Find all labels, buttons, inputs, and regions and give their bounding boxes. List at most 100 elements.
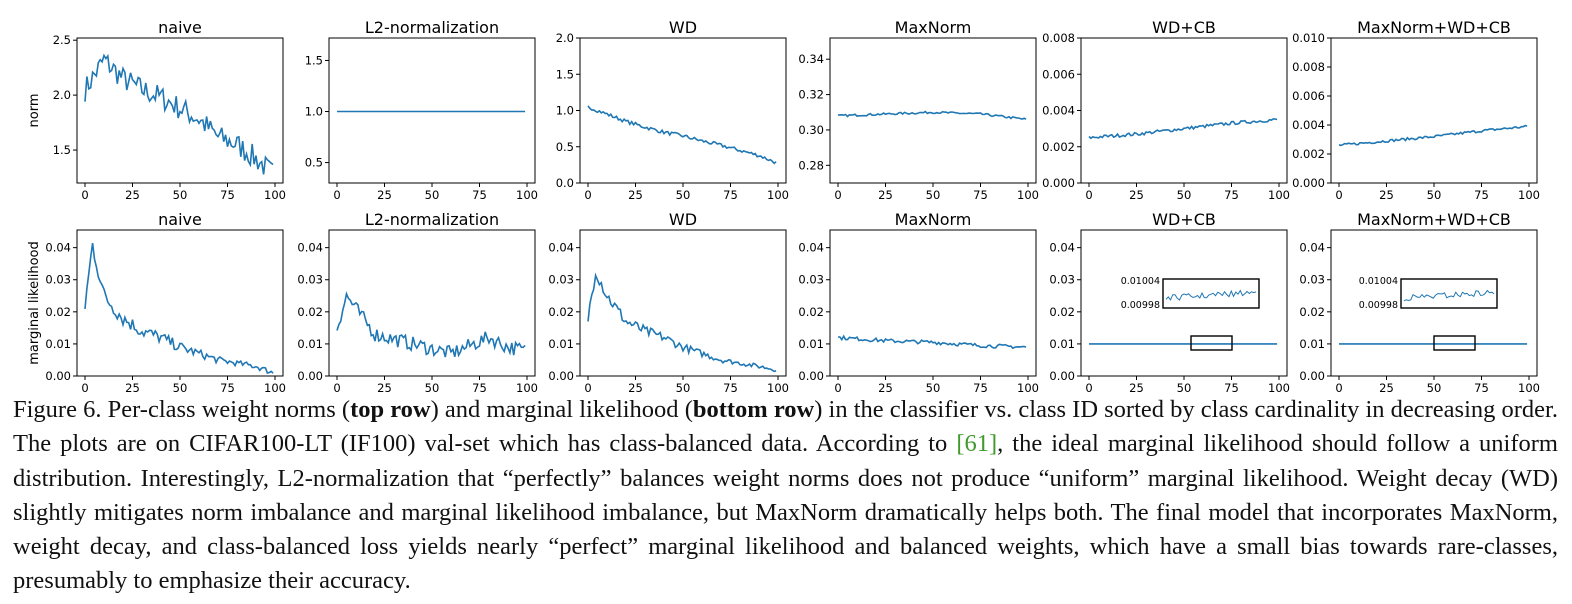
plot-title: WD+CB <box>1152 18 1216 37</box>
y-tick-label: 0.30 <box>798 123 824 137</box>
series-line <box>336 291 526 358</box>
y-tick-label: 0.00 <box>798 369 824 383</box>
y-tick-label: 0.000 <box>1042 176 1075 190</box>
x-tick-label: 0 <box>834 188 841 202</box>
plot-title: MaxNorm <box>895 210 972 229</box>
x-tick-label: 100 <box>1268 381 1290 392</box>
y-tick-label: 0.04 <box>297 241 323 255</box>
y-tick-label: 0.5 <box>305 156 323 170</box>
x-tick-label: 25 <box>628 381 643 392</box>
zoom-region-box <box>1190 335 1233 351</box>
x-tick-label: 100 <box>1518 381 1540 392</box>
x-tick-label: 50 <box>425 188 440 202</box>
zoom-region-box <box>1433 335 1476 351</box>
series-line <box>1338 124 1528 147</box>
inset-tick-label: 0.01004 <box>1121 276 1160 287</box>
x-tick-label: 0 <box>333 381 340 392</box>
x-tick-label: 75 <box>723 188 738 202</box>
x-tick-label: 25 <box>878 381 893 392</box>
x-tick-label: 50 <box>1177 381 1192 392</box>
y-tick-label: 1.5 <box>53 143 71 157</box>
y-tick-label: 1.0 <box>305 105 323 119</box>
x-tick-label: 75 <box>973 381 988 392</box>
x-tick-label: 75 <box>220 188 235 202</box>
plot-title: WD <box>669 18 697 37</box>
x-tick-label: 50 <box>173 188 188 202</box>
x-tick-label: 100 <box>516 381 538 392</box>
x-tick-label: 0 <box>584 381 591 392</box>
inset-series-line <box>1403 289 1495 302</box>
x-tick-label: 25 <box>377 188 392 202</box>
y-tick-label: 0.000 <box>1292 176 1325 190</box>
y-tick-label: 0.04 <box>1299 241 1325 255</box>
plot-frame <box>1080 37 1288 184</box>
plot-frame <box>328 229 536 377</box>
inset-tick-label: 0.00998 <box>1359 300 1398 311</box>
y-tick-label: 0.04 <box>798 241 824 255</box>
x-tick-label: 25 <box>125 381 140 392</box>
y-tick-label: 0.01 <box>45 337 71 351</box>
x-tick-label: 100 <box>1017 188 1039 202</box>
plot-title: MaxNorm+WD+CB <box>1357 18 1511 37</box>
y-axis-label: norm <box>27 94 42 128</box>
y-tick-label: 2.0 <box>53 88 71 102</box>
plot-frame <box>829 229 1037 377</box>
plot-title: WD+CB <box>1152 210 1216 229</box>
x-tick-label: 75 <box>472 381 487 392</box>
y-tick-label: 0.008 <box>1042 31 1075 45</box>
x-tick-label: 75 <box>1224 381 1239 392</box>
x-tick-label: 50 <box>425 381 440 392</box>
x-tick-label: 25 <box>125 188 140 202</box>
plot-title: naive <box>158 18 202 37</box>
y-tick-label: 0.00 <box>548 369 574 383</box>
figure-6: naive 1.5 2.0 2.5 0 25 50 75 100 norm L2-normaliza… <box>27 18 1540 392</box>
x-tick-label: 25 <box>1129 381 1144 392</box>
plot-title: MaxNorm <box>895 18 972 37</box>
y-tick-label: 2.5 <box>53 33 71 47</box>
x-tick-label: 50 <box>1177 188 1192 202</box>
y-tick-label: 0.03 <box>297 273 323 287</box>
citation-link[interactable]: [61] <box>956 430 998 458</box>
x-tick-label: 100 <box>1518 188 1540 202</box>
caption-bold-bottom-row: bottom row <box>692 396 815 423</box>
y-tick-label: 0.00 <box>297 369 323 383</box>
x-tick-label: 75 <box>220 381 235 392</box>
x-tick-label: 0 <box>333 188 340 202</box>
y-tick-label: 0.04 <box>548 241 574 255</box>
series-line <box>838 334 1027 350</box>
y-tick-label: 0.01 <box>798 337 824 351</box>
y-tick-label: 0.006 <box>1042 67 1075 81</box>
y-tick-label: 0.03 <box>548 273 574 287</box>
series-line <box>587 272 777 373</box>
x-tick-label: 25 <box>1379 188 1394 202</box>
x-tick-label: 75 <box>723 381 738 392</box>
plot-title: MaxNorm+WD+CB <box>1357 210 1511 229</box>
series-line <box>1088 118 1278 140</box>
plot-frame <box>328 37 536 184</box>
inset-tick-label: 0.00998 <box>1121 300 1160 311</box>
x-tick-label: 75 <box>1474 381 1489 392</box>
y-tick-label: 0.04 <box>45 241 71 255</box>
y-tick-label: 0.03 <box>798 273 824 287</box>
series-line <box>587 105 777 165</box>
y-tick-label: 0.008 <box>1292 60 1325 74</box>
plot-frame <box>1330 37 1538 184</box>
caption-label: Figure 6. <box>13 396 102 423</box>
y-tick-label: 0.02 <box>1049 305 1075 319</box>
y-tick-label: 0.02 <box>1299 305 1325 319</box>
y-tick-label: 0.01 <box>297 337 323 351</box>
y-tick-label: 0.03 <box>45 273 71 287</box>
inset-series-line <box>1165 289 1257 301</box>
y-tick-label: 0.34 <box>798 52 824 66</box>
x-tick-label: 100 <box>767 381 789 392</box>
y-tick-label: 0.28 <box>798 158 824 172</box>
y-tick-label: 0.32 <box>798 88 824 102</box>
x-tick-label: 100 <box>264 188 286 202</box>
x-tick-label: 50 <box>1427 188 1442 202</box>
y-tick-label: 0.0 <box>556 176 574 190</box>
y-tick-label: 0.01 <box>1299 337 1325 351</box>
y-tick-label: 0.03 <box>1049 273 1075 287</box>
y-tick-label: 0.006 <box>1292 89 1325 103</box>
x-tick-label: 50 <box>676 188 691 202</box>
y-tick-label: 0.00 <box>1049 369 1075 383</box>
